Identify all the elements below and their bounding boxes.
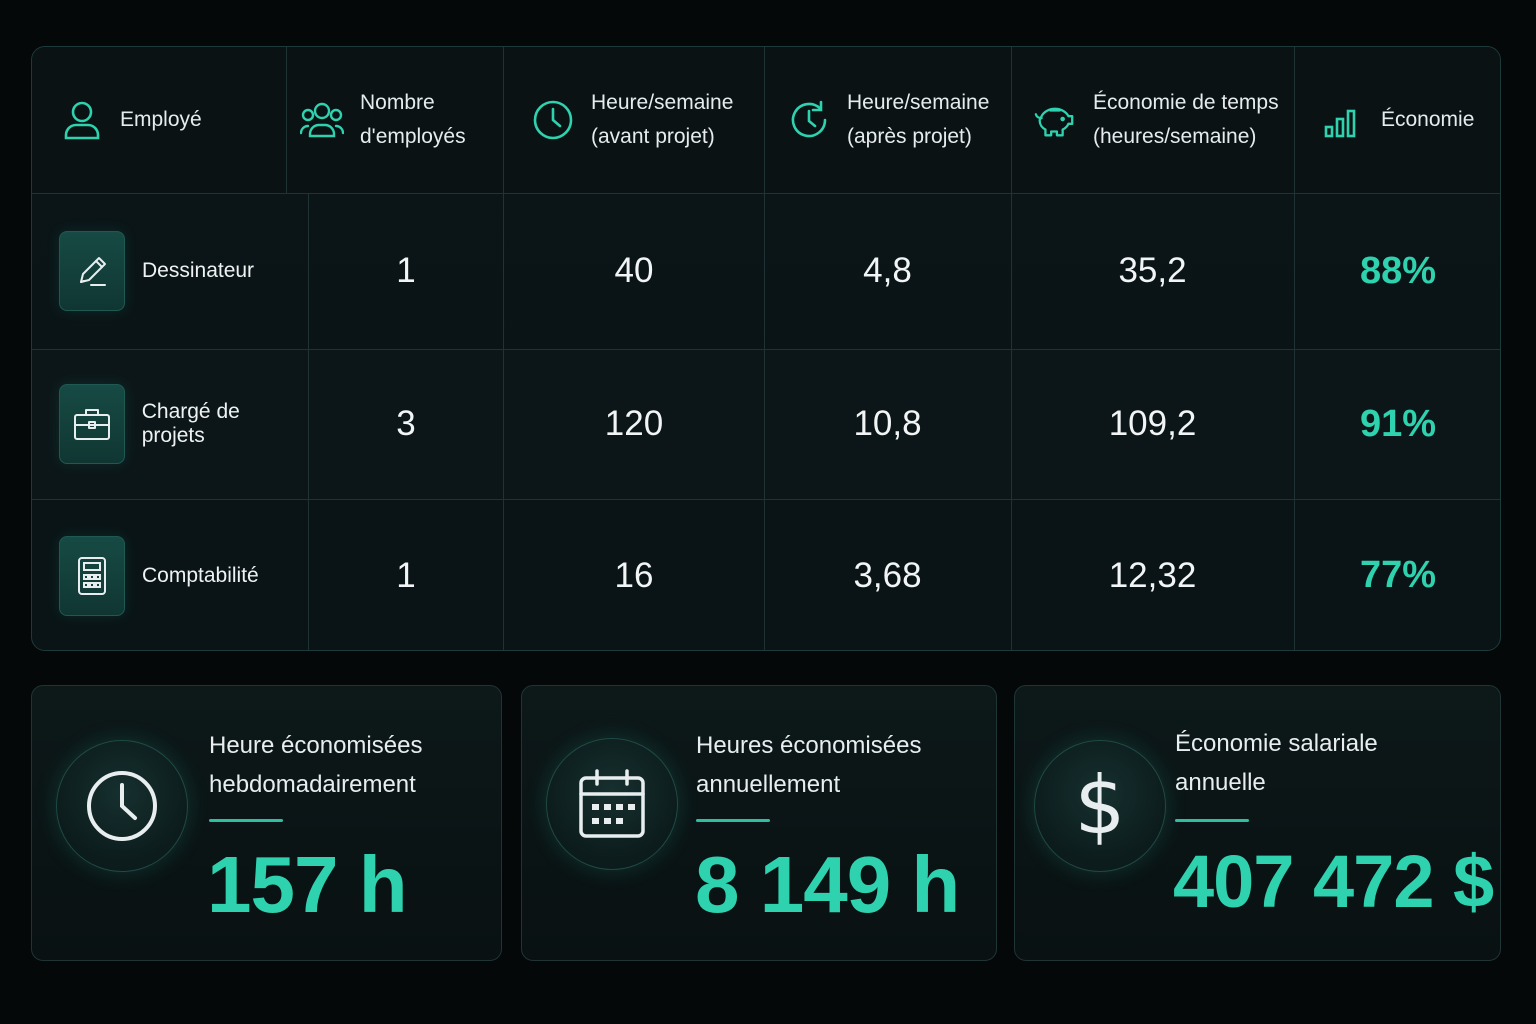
hours-saved: 35,2 (1118, 251, 1187, 290)
header-count: Nombre d'employés (286, 47, 503, 193)
kpi-title: Économie salariale annuelle (1175, 730, 1378, 796)
hours-after: 10,8 (853, 404, 922, 443)
briefcase-icon (59, 384, 125, 464)
employee-name: Comptabilité (142, 563, 259, 587)
employee-count: 3 (396, 404, 416, 443)
column-divider (764, 47, 765, 650)
table-row: Chargé de projets 3 120 10,8 109,2 91% (32, 349, 1500, 499)
employee-cell: Chargé de projets (32, 349, 308, 499)
user-icon (60, 98, 104, 142)
hours-before: 16 (614, 555, 654, 595)
pencil-icon (59, 231, 125, 311)
kpi-divider (209, 819, 283, 822)
header-economy: Économie (1307, 47, 1500, 193)
table-row: Comptabilité 1 16 3,68 12,32 77% (32, 499, 1500, 650)
dollar-icon: $ (1034, 740, 1166, 872)
table-header: Employé Nombre d'employés Heure/semaine … (32, 47, 1500, 194)
table-row: Dessinateur 1 40 4,8 35,2 88% (32, 193, 1500, 349)
header-before: Heure/semaine (avant projet) (517, 47, 763, 193)
header-label: Nombre d'employés (360, 91, 466, 148)
hours-after: 4,8 (863, 251, 912, 290)
kpi-card-annual-hours: Heures économisées annuellement 8 149 h (521, 685, 997, 961)
employee-count: 1 (396, 555, 416, 595)
calculator-icon (59, 535, 125, 616)
header-after: Heure/semaine (après projet) (773, 47, 1019, 193)
kpi-value: 407 472 $ (1173, 840, 1494, 923)
column-divider (503, 47, 504, 650)
header-label: Économie (1381, 108, 1475, 131)
employee-name: Chargé de projets (141, 400, 240, 447)
economy-percent: 88% (1359, 249, 1437, 292)
employee-count: 1 (396, 251, 416, 290)
kpi-card-weekly: Heure économisées hebdomadairement 157 h (31, 685, 502, 961)
row-divider (32, 349, 1500, 350)
calendar-icon (546, 738, 678, 870)
header-employee: Employé (46, 47, 286, 193)
kpi-card-annual-salary: $ Économie salariale annuelle 407 472 $ (1014, 685, 1501, 961)
header-label: Économie de temps (heures/semaine) (1093, 91, 1279, 148)
kpi-value: 157 h (207, 840, 408, 929)
row-divider (32, 499, 1500, 500)
clock-icon (56, 740, 188, 872)
piggy-bank-icon (1033, 98, 1077, 142)
column-divider (1011, 47, 1012, 650)
hours-after: 3,68 (853, 555, 922, 595)
kpi-divider (1175, 819, 1249, 822)
employee-cell: Dessinateur (32, 193, 308, 349)
kpi-title: Heures économisées annuellement (696, 732, 922, 798)
clock-refresh-icon (787, 98, 831, 142)
clock-icon (531, 98, 575, 142)
hours-saved: 109,2 (1108, 404, 1197, 443)
savings-table: Employé Nombre d'employés Heure/semaine … (31, 46, 1501, 651)
header-saved: Économie de temps (heures/semaine) (1019, 47, 1301, 193)
economy-percent: 77% (1359, 554, 1437, 596)
column-divider (1294, 47, 1295, 650)
kpi-divider (696, 819, 770, 822)
economy-percent: 91% (1359, 402, 1437, 445)
hours-saved: 12,32 (1108, 555, 1197, 595)
users-icon (300, 98, 344, 142)
kpi-title: Heure économisées hebdomadairement (209, 732, 423, 798)
dollar-glyph: $ (1074, 759, 1126, 852)
header-label: Employé (120, 108, 202, 131)
bar-chart-icon (1321, 98, 1365, 142)
employee-name: Dessinateur (142, 259, 255, 282)
column-divider (286, 47, 287, 193)
kpi-value: 8 149 h (695, 840, 960, 929)
header-label: Heure/semaine (après projet) (847, 91, 990, 148)
employee-cell: Comptabilité (32, 499, 308, 650)
column-divider (308, 193, 309, 650)
header-label: Heure/semaine (avant projet) (591, 91, 734, 148)
hours-before: 40 (614, 251, 654, 290)
hours-before: 120 (604, 404, 664, 443)
